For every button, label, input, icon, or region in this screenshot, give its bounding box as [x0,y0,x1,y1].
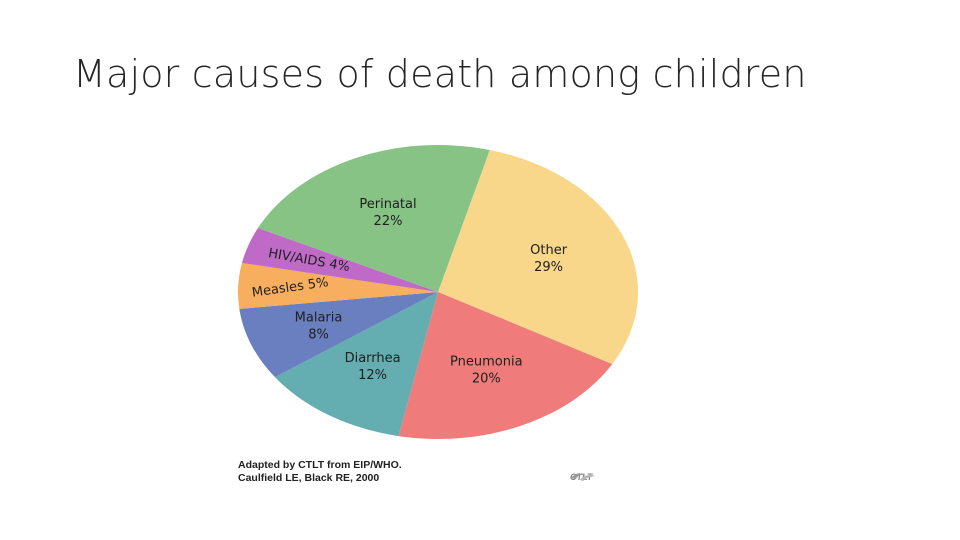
slice-label-other: Other 29% [530,243,568,275]
pie-slice-diarrhea [274,292,438,437]
ctlt-logo-icon [571,473,595,481]
pie-slice-hiv-aids [241,228,438,292]
slice-label-pneumonia: Pneumonia 20% [450,355,523,387]
pie-slice-malaria [239,292,438,378]
pie-slice-pneumonia [398,292,613,439]
source-note: Adapted by CTLT from EIP/WHO. Caulfield … [238,459,402,485]
pie-slices [238,145,638,439]
pie-chart-figure: Other 29% Pneumonia 20% Diarrhea 12% Malaria 8%… [238,140,638,490]
source-line-2: Caulfield LE, Black RE, 2000 [238,472,380,484]
ctlt-logo: CTLT [570,470,640,484]
slide-title: Major causes of death among children [73,52,807,96]
ctlt-logo-text: CTLT [570,472,593,482]
pie-slice-other [438,150,638,365]
slice-label-perinatal: Perinatal 22% [359,197,416,229]
pie-slice-perinatal [257,145,490,292]
source-line-1: Adapted by CTLT from EIP/WHO. [238,459,402,471]
slice-label-malaria: Malaria 8% [295,311,343,343]
pie-slice-measles [238,262,438,309]
slice-label-diarrhea: Diarrhea 12% [345,351,401,383]
pie-chart: Other 29% Pneumonia 20% Diarrhea 12%Malaria 8%… [238,145,638,439]
